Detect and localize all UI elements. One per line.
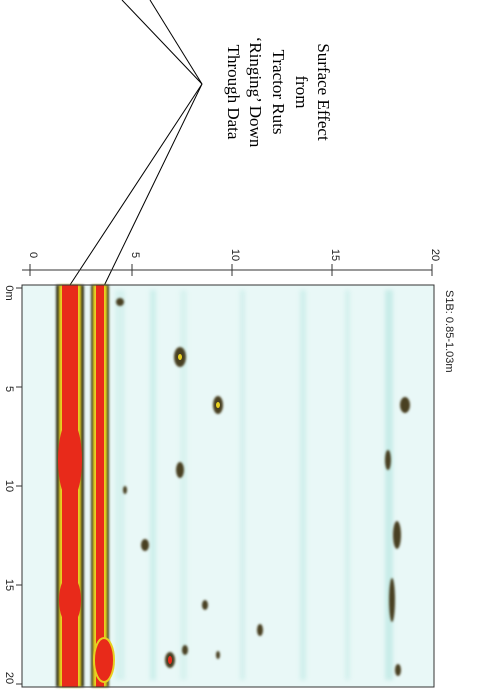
distance-tick-labels: 0m 5 10 15 20: [3, 285, 15, 684]
annotation-line: Surface Effect: [314, 43, 333, 141]
annotation-line: ‘Ringing’ Down: [246, 37, 265, 148]
tick-label: 15: [329, 249, 341, 261]
annotation: Surface Effect from Tractor Ruts ‘Ringin…: [224, 37, 333, 148]
stripe: [91, 285, 115, 687]
plot-title: S1B: 0.85-1.03m: [443, 290, 455, 373]
tick-label: 20: [3, 672, 15, 684]
offset-tick-labels: 0 5 10 15 20: [27, 249, 441, 261]
pointer-line: [149, 0, 203, 85]
tick-label: 5: [129, 252, 141, 258]
anomaly-cores: [168, 354, 220, 664]
tick-label: 0: [27, 252, 39, 258]
annotation-line: from: [292, 75, 311, 108]
pointer-lines: [67, 0, 203, 289]
pointer-line: [102, 83, 203, 289]
stripe: [56, 285, 84, 687]
tick-marks: [16, 264, 433, 686]
tick-label: 10: [229, 249, 241, 261]
annotation-line: Through Data: [224, 45, 243, 140]
plot-background: [22, 285, 434, 687]
pointer-line: [121, 0, 203, 85]
tick-label: 0m: [3, 285, 15, 300]
tick-label: 15: [3, 579, 15, 591]
tick-label: 20: [429, 249, 441, 261]
heatmap: [21, 284, 435, 688]
annotation-line: Tractor Ruts: [269, 50, 288, 135]
tick-label: 5: [3, 386, 15, 392]
tick-label: 10: [3, 480, 15, 492]
pointer-line: [67, 83, 203, 289]
noise: [115, 290, 393, 680]
